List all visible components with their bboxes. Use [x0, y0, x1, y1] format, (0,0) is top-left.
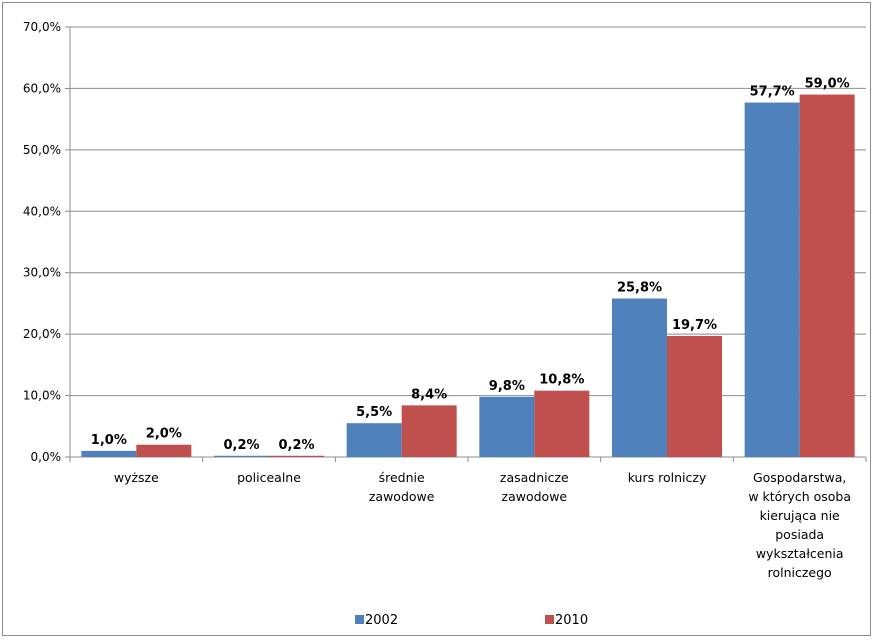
x-tick-label: Gospodarstwa, w których osoba kierująca ni… [748, 470, 851, 580]
legend-label: 2002 [365, 613, 398, 628]
data-label: 57,7% [750, 85, 795, 100]
legend-swatch-2010 [545, 615, 554, 624]
bar-2010 [401, 405, 457, 457]
y-tick-label: 10,0% [23, 389, 61, 403]
y-tick-label: 30,0% [23, 266, 61, 280]
data-labels: 1,0% 2,0% 0,2% 0,2% 5,5% 8,4% 9,8% 10,8% 25,8% 19… [91, 77, 850, 453]
data-label: 0,2% [278, 438, 314, 453]
bar-2002 [479, 396, 535, 457]
bar-2010 [269, 455, 324, 457]
x-tick-label: zasadnicze zawodowe [500, 470, 569, 504]
gridlines [70, 26, 866, 397]
y-tick-label: 40,0% [23, 204, 61, 218]
bar-2010 [799, 94, 855, 458]
legend-swatch-2002 [355, 615, 364, 624]
bars [81, 94, 855, 458]
x-tick-label: wyższe [114, 470, 159, 485]
bar-2002 [214, 455, 269, 457]
y-tick-label: 60,0% [23, 81, 61, 95]
y-tick-label: 0,0% [31, 450, 62, 464]
y-tick-label: 70,0% [23, 20, 61, 34]
y-tick-label: 20,0% [23, 327, 61, 341]
legend-label: 2010 [555, 613, 588, 628]
data-label: 5,5% [356, 405, 392, 420]
bar-2010 [534, 390, 590, 457]
bar-2002 [81, 450, 137, 457]
y-tick-label: 50,0% [23, 143, 61, 157]
data-label: 19,7% [672, 318, 717, 333]
data-label: 2,0% [146, 427, 182, 442]
x-tick-label: policealne [237, 470, 301, 485]
x-tick-label: kurs rolniczy [628, 470, 707, 485]
data-label: 8,4% [411, 387, 447, 402]
bar-2010 [667, 335, 722, 457]
axes: 0,0% 10,0% 20,0% 30,0% 40,0% 50,0% 60,0% 70,0% w… [23, 20, 867, 580]
data-label: 59,0% [805, 77, 850, 92]
bar-2002 [612, 298, 667, 457]
data-label: 25,8% [617, 281, 662, 296]
bar-2010 [136, 444, 192, 457]
data-label: 9,8% [489, 379, 525, 394]
data-label: 0,2% [223, 438, 259, 453]
legend: 2002 2010 [355, 613, 588, 628]
data-label: 1,0% [91, 433, 127, 448]
bar-2002 [744, 102, 800, 458]
x-tick-label: średnie zawodowe [369, 470, 435, 504]
data-label: 10,8% [539, 373, 584, 388]
bar-2002 [346, 423, 402, 457]
